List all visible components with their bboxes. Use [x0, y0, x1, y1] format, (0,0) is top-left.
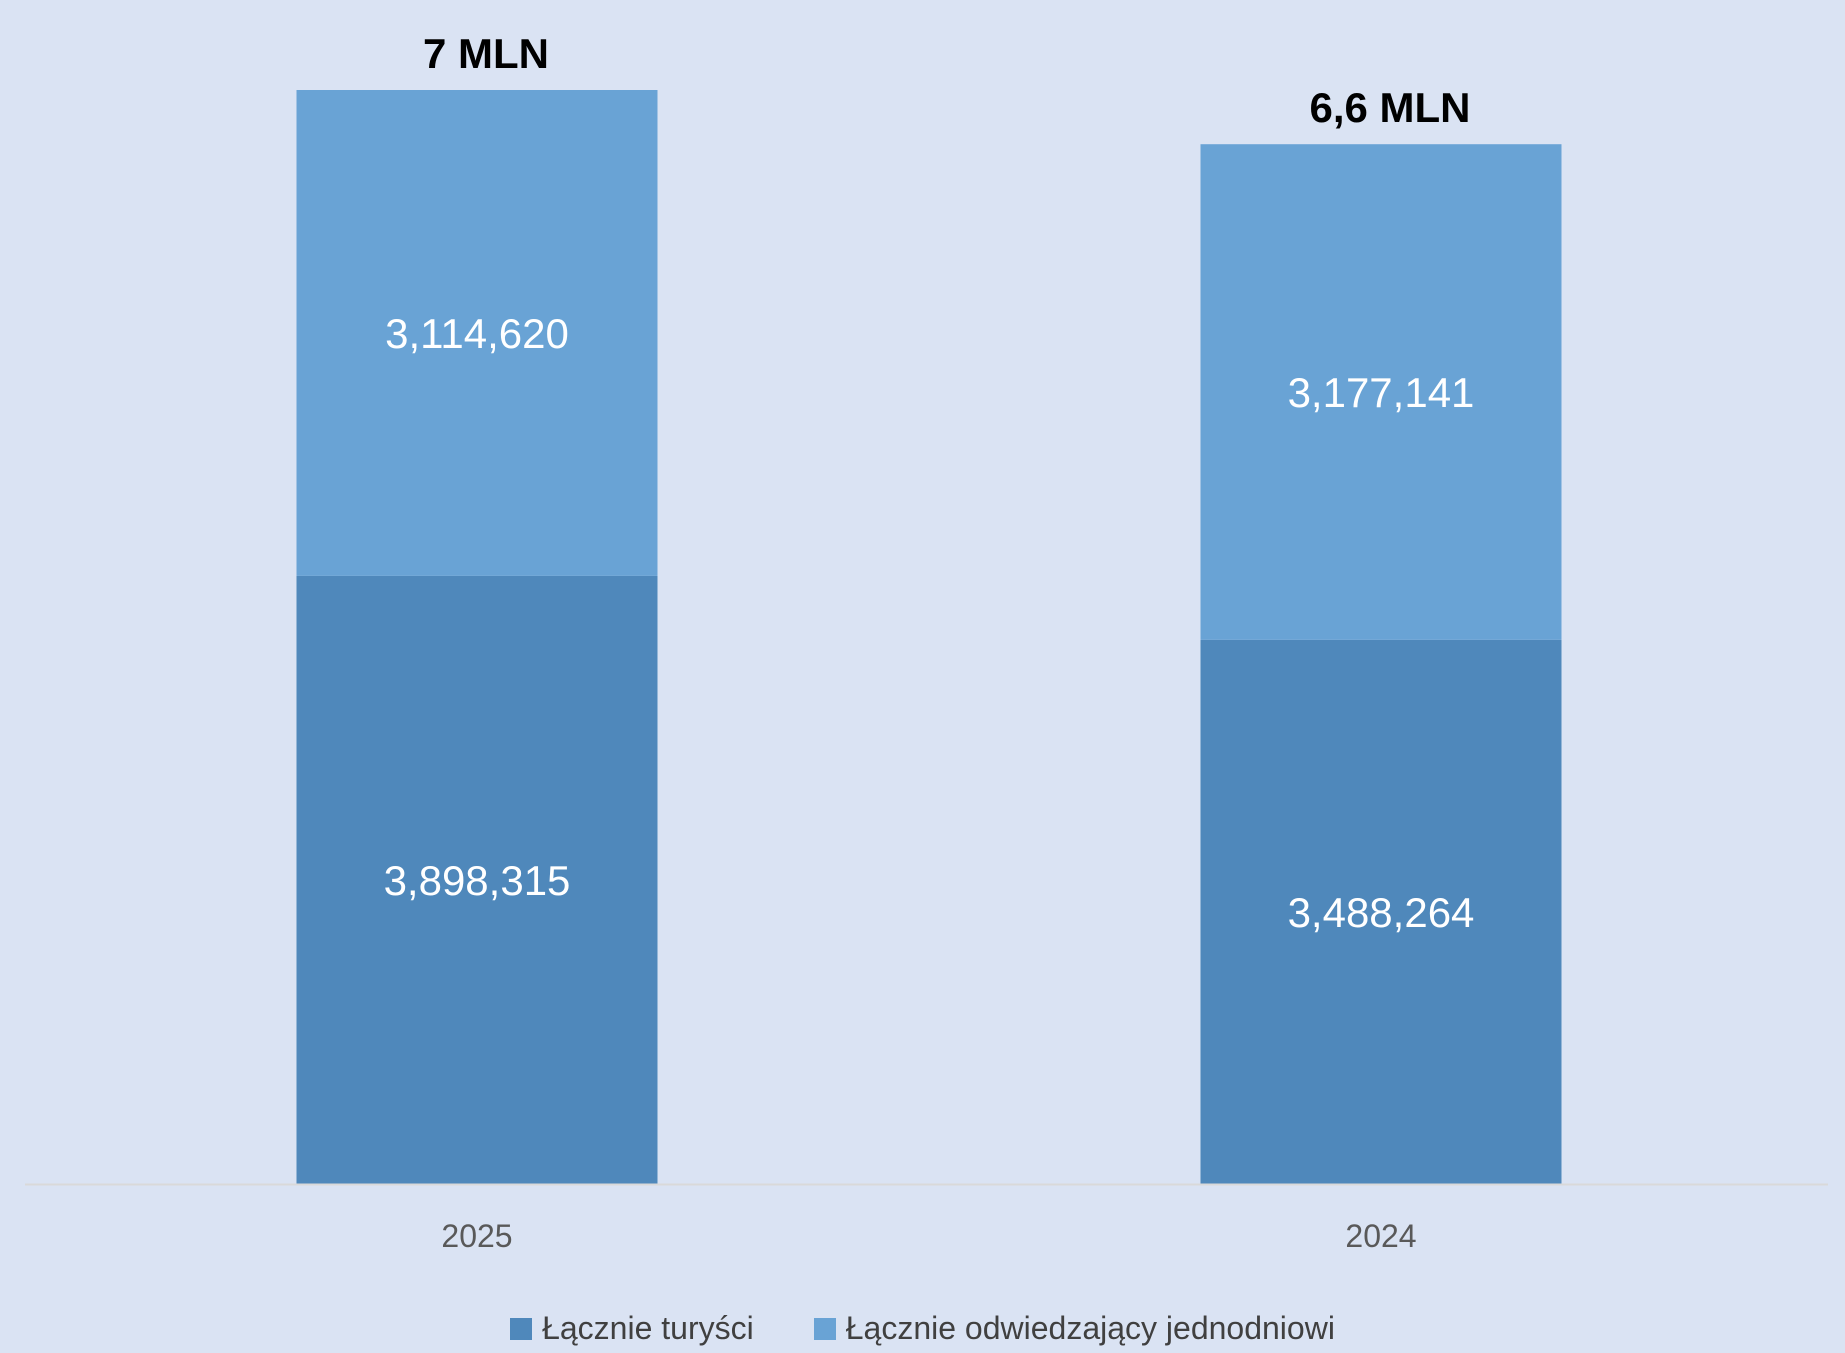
- bar-2025-series-1: [296, 90, 658, 576]
- legend-label-day-visitors: Łącznie odwiedzający jednodniowi: [845, 1310, 1335, 1346]
- bar-2025-series-0: [296, 575, 658, 1184]
- legend: Łącznie turyści Łącznie odwiedzający jed…: [0, 1310, 1845, 1347]
- legend-item-tourists: Łącznie turyści: [510, 1310, 754, 1347]
- legend-swatch-tourists: [510, 1317, 533, 1340]
- data-label-2024-series-0: 3,488,264: [1288, 889, 1475, 936]
- legend-item-day-visitors: Łącznie odwiedzający jednodniowi: [813, 1310, 1335, 1347]
- x-tick-label-2024: 2024: [1345, 1218, 1416, 1254]
- legend-swatch-day-visitors: [813, 1317, 836, 1340]
- data-label-2025-series-1: 3,114,620: [385, 310, 569, 357]
- x-tick-label-2025: 2025: [441, 1218, 512, 1254]
- total-label-2025: 7 MLN: [423, 30, 549, 77]
- bar-2024-series-0: [1200, 639, 1562, 1184]
- data-label-2025-series-0: 3,898,315: [384, 857, 571, 904]
- data-label-2024-series-1: 3,177,141: [1288, 369, 1475, 416]
- total-label-2024: 6,6 MLN: [1309, 84, 1470, 131]
- legend-label-tourists: Łącznie turyści: [542, 1310, 754, 1346]
- bar-2024-series-1: [1200, 144, 1562, 640]
